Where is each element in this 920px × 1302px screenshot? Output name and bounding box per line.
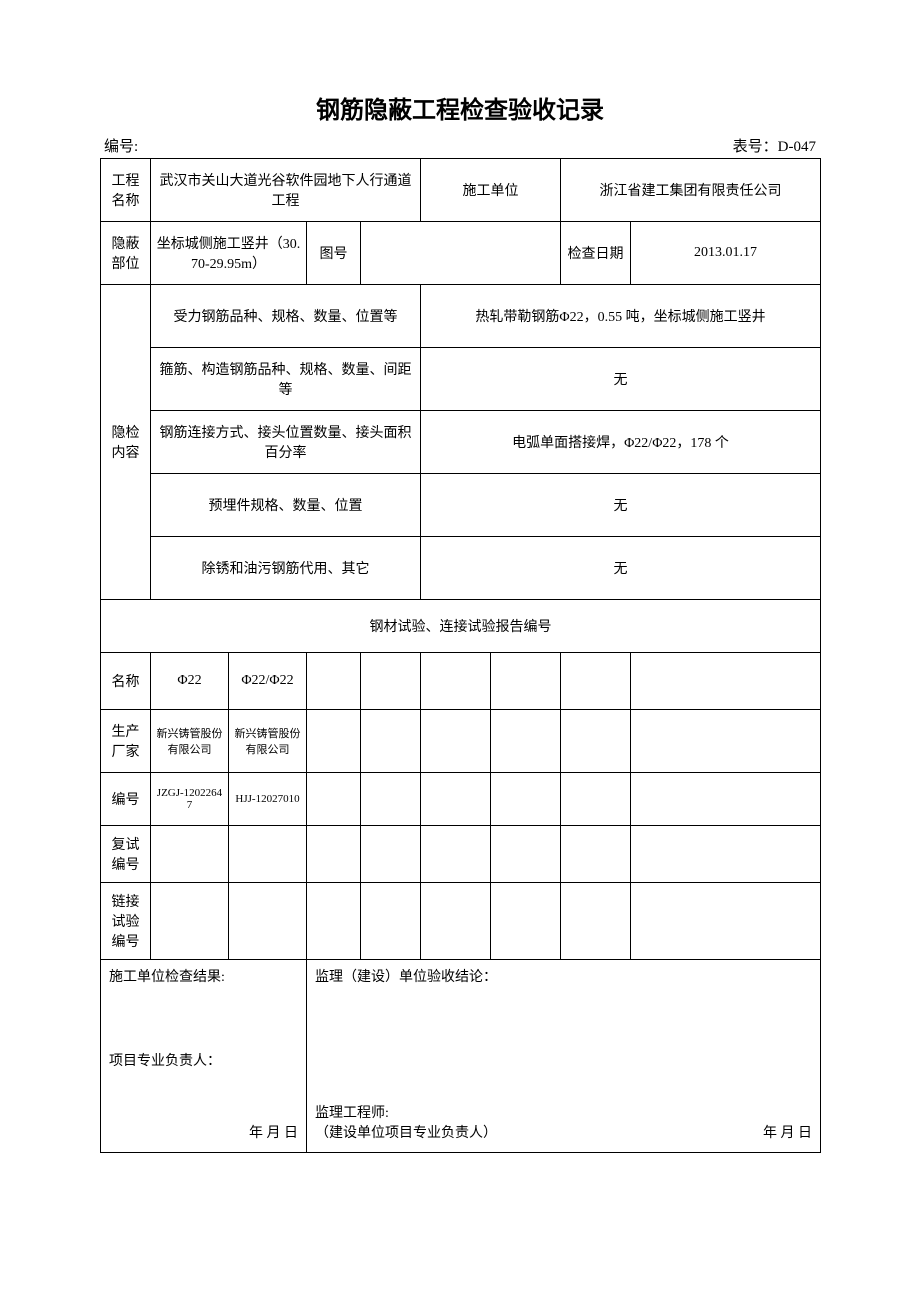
label-sgdw: 施工单位: [421, 159, 561, 222]
label-yjnr: 隐检内容: [101, 285, 151, 600]
yj-k-2: 钢筋连接方式、接头位置数量、接头面积百分率: [151, 411, 421, 474]
label-tuhao: 图号: [307, 222, 361, 285]
tests-label-bh: 编号: [101, 773, 151, 826]
sig-right-bot-left: 监理工程师: （建设单位项目专业负责人）: [315, 1102, 763, 1142]
yj-k-3: 预埋件规格、数量、位置: [151, 474, 421, 537]
tests-sccj-4: [421, 710, 491, 773]
sig-left-date: 年 月 日: [249, 1122, 298, 1142]
tests-bh-5: [491, 773, 561, 826]
sig-left-label: 施工单位检查结果:: [109, 966, 225, 986]
tests-ljsybh-5: [491, 883, 561, 960]
tests-sccj-3: [361, 710, 421, 773]
tests-mc-5: [491, 653, 561, 710]
bianhao-label: 编号:: [104, 135, 138, 156]
val-jcrq: 2013.01.17: [631, 222, 821, 285]
tests-fsbh-1: [229, 826, 307, 883]
tests-mc-1: Φ22/Φ22: [229, 653, 307, 710]
val-gcmc: 武汉市关山大道光谷软件园地下人行通道工程: [151, 159, 421, 222]
tests-ljsybh-0: [151, 883, 229, 960]
tests-sccj-1: 新兴铸管股份有限公司: [229, 710, 307, 773]
tests-mc-3: [361, 653, 421, 710]
tests-bh-4: [421, 773, 491, 826]
sig-left-cell: 施工单位检查结果: 项目专业负责人： 年 月 日: [101, 960, 307, 1153]
yj-v-2: 电弧单面搭接焊，Φ22/Φ22，178 个: [421, 411, 821, 474]
tests-fsbh-0: [151, 826, 229, 883]
sig-left-mid: 项目专业负责人：: [109, 1050, 221, 1070]
tests-bh-7: [631, 773, 821, 826]
tests-fsbh-6: [561, 826, 631, 883]
tests-bh-3: [361, 773, 421, 826]
tests-bh-0: JZGJ-12022647: [151, 773, 229, 826]
tests-ljsybh-6: [561, 883, 631, 960]
yj-k-0: 受力钢筋品种、规格、数量、位置等: [151, 285, 421, 348]
yj-v-4: 无: [421, 537, 821, 600]
tests-sccj-0: 新兴铸管股份有限公司: [151, 710, 229, 773]
tests-section-title: 钢材试验、连接试验报告编号: [101, 600, 821, 653]
label-jcrq: 检查日期: [561, 222, 631, 285]
val-sgdw: 浙江省建工集团有限责任公司: [561, 159, 821, 222]
tests-label-ljsybh: 链接试验编号: [101, 883, 151, 960]
tests-fsbh-2: [307, 826, 361, 883]
label-ybbw: 隐蔽部位: [101, 222, 151, 285]
tests-mc-7: [631, 653, 821, 710]
yj-k-1: 箍筋、构造钢筋品种、规格、数量、间距等: [151, 348, 421, 411]
tests-ljsybh-1: [229, 883, 307, 960]
tests-bh-1: HJJ-12027010: [229, 773, 307, 826]
yj-v-3: 无: [421, 474, 821, 537]
val-ybbw: 坐标城侧施工竖井（30.70-29.95m）: [151, 222, 307, 285]
tests-ljsybh-3: [361, 883, 421, 960]
tests-mc-6: [561, 653, 631, 710]
tests-sccj-6: [561, 710, 631, 773]
sig-right-date: 年 月 日: [763, 1122, 812, 1142]
tests-mc-4: [421, 653, 491, 710]
tests-ljsybh-7: [631, 883, 821, 960]
tests-sccj-7: [631, 710, 821, 773]
page-title: 钢筋隐蔽工程检查验收记录: [100, 90, 820, 125]
tests-fsbh-3: [361, 826, 421, 883]
tests-mc-0: Φ22: [151, 653, 229, 710]
sig-right-label: 监理（建设）单位验收结论：: [315, 966, 497, 986]
val-tuhao: [361, 222, 561, 285]
tests-fsbh-4: [421, 826, 491, 883]
yj-v-0: 热轧带勒钢筋Φ22，0.55 吨，坐标城侧施工竖井: [421, 285, 821, 348]
tests-ljsybh-2: [307, 883, 361, 960]
tests-label-mc: 名称: [101, 653, 151, 710]
tests-label-fsbh: 复试编号: [101, 826, 151, 883]
tests-sccj-2: [307, 710, 361, 773]
tests-sccj-5: [491, 710, 561, 773]
main-table: 工程名称 武汉市关山大道光谷软件园地下人行通道工程 施工单位 浙江省建工集团有限…: [100, 158, 821, 1153]
biaohao-label: 表号：D-047: [733, 135, 816, 156]
label-gcmc: 工程名称: [101, 159, 151, 222]
yj-v-1: 无: [421, 348, 821, 411]
tests-bh-2: [307, 773, 361, 826]
yj-k-4: 除锈和油污钢筋代用、其它: [151, 537, 421, 600]
tests-ljsybh-4: [421, 883, 491, 960]
tests-fsbh-7: [631, 826, 821, 883]
sig-right-cell: 监理（建设）单位验收结论： 监理工程师: （建设单位项目专业负责人） 年 月 日: [307, 960, 821, 1153]
tests-label-sccj: 生产厂家: [101, 710, 151, 773]
tests-bh-6: [561, 773, 631, 826]
tests-fsbh-5: [491, 826, 561, 883]
tests-mc-2: [307, 653, 361, 710]
